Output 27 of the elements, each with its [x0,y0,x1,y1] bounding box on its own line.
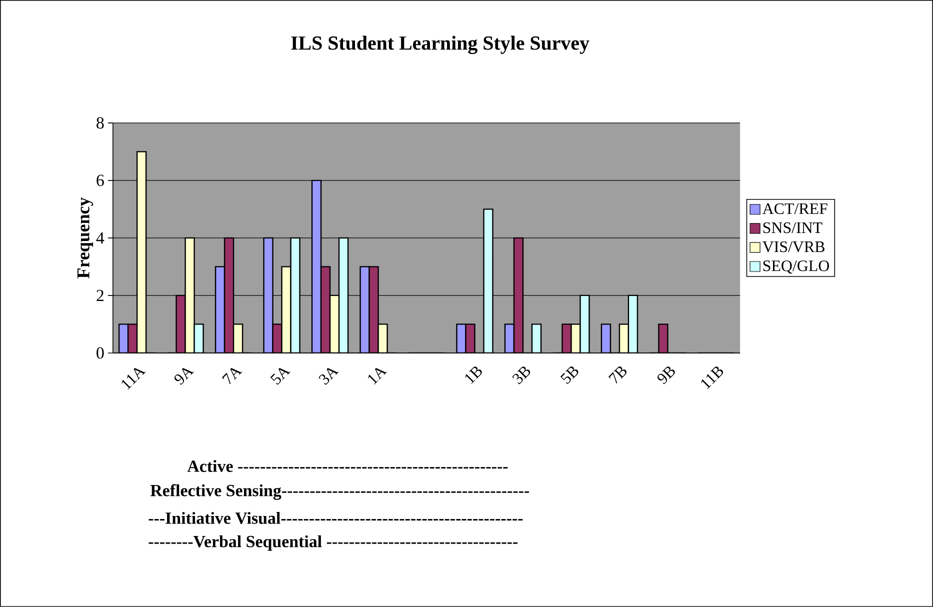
y-tick-label: 4 [96,232,104,244]
legend-label: SNS/INT [763,222,822,234]
text: ---Initiative Visual------------------------------------------- [148,512,523,524]
x-tick-label: 11B [701,366,724,390]
text: --------Verbal Sequential ---------------------------------- [148,535,518,551]
y-tick-label: 0 [96,347,104,359]
legend-label: SEQ/GLO [763,260,829,274]
x-tick-label: 7B [608,366,626,384]
x-tick-label: 9A [174,368,194,385]
y-tick-label: 8 [96,117,104,129]
x-tick-label: 3B [512,366,530,384]
x-tick-label: 5A [270,368,291,385]
text: Active ------------------------------------------------ [187,460,508,472]
y-axis-title: Frequency [77,197,94,278]
y-tick-label: 2 [96,290,104,302]
x-tick-label: 1B [465,366,482,384]
x-tick-label: 3A [318,368,339,385]
text: Reflective Sensing-------------------------------------------- [150,484,529,500]
chart-title: ILS Student Learning Style Survey [291,36,590,54]
x-tick-label: 5B [560,366,578,384]
x-tick-label: 9B [658,366,675,384]
x-tick-label: 7A [222,368,242,384]
y-tick-label: 6 [96,174,104,186]
legend-label: ACT/REF [762,203,828,214]
x-tick-label: 11A [122,368,146,390]
x-tick-label: 1A [368,368,388,385]
legend-label: VIS/VRB [762,241,824,252]
